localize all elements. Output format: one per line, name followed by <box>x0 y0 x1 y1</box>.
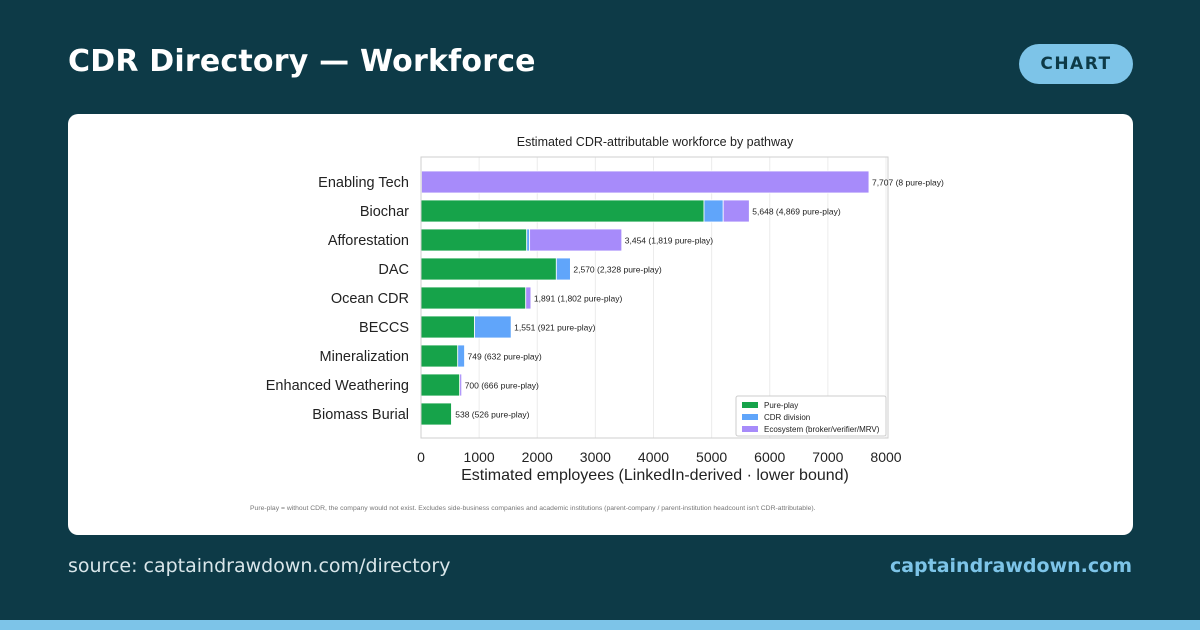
category-label: Afforestation <box>328 233 409 249</box>
category-label: Biomass Burial <box>312 407 409 423</box>
data-label: 1,551 (921 pure-play) <box>514 323 595 333</box>
bar-segment <box>420 286 527 310</box>
data-label: 3,454 (1,819 pure-play) <box>625 236 714 246</box>
data-label: 2,570 (2,328 pure-play) <box>573 265 662 275</box>
bar-segment <box>555 257 571 281</box>
legend-swatch <box>742 414 758 420</box>
data-label: 7,707 (8 pure-play) <box>872 178 944 188</box>
bar-segment <box>420 228 528 252</box>
x-tick-label: 5000 <box>696 449 727 465</box>
bar-segment <box>420 315 475 339</box>
bar-segment <box>457 344 465 368</box>
x-tick-label: 7000 <box>812 449 843 465</box>
category-label: Mineralization <box>320 349 409 365</box>
chart-badge: CHART <box>1019 44 1133 84</box>
bar-segment <box>459 373 463 397</box>
bar-segment <box>529 228 623 252</box>
data-label: 1,891 (1,802 pure-play) <box>534 294 623 304</box>
source-text: source: captaindrawdown.com/directory <box>68 555 451 577</box>
workforce-chart: Estimated CDR-attributable workforce by … <box>250 135 944 512</box>
site-link[interactable]: captaindrawdown.com <box>889 555 1132 577</box>
legend-swatch <box>742 426 758 432</box>
bar-segment <box>421 170 870 194</box>
plot-frame <box>420 156 889 439</box>
x-tick-label: 0 <box>417 449 425 465</box>
bar-segment <box>474 315 512 339</box>
data-labels: 7,707 (8 pure-play) 5,648 (4,869 pure-pla… <box>455 178 944 420</box>
data-label: 5,648 (4,869 pure-play) <box>752 207 841 217</box>
bar-segment <box>420 199 705 223</box>
x-tick-label: 6000 <box>754 449 785 465</box>
bar-segment <box>525 286 532 310</box>
data-label: 700 (666 pure-play) <box>465 381 539 391</box>
category-label: BECCS <box>359 320 409 336</box>
bar-segment <box>420 257 557 281</box>
bar-segment <box>526 228 531 252</box>
legend-entry: Pure-play <box>764 401 798 410</box>
data-label: 538 (526 pure-play) <box>455 410 529 420</box>
page-title: CDR Directory — Workforce <box>68 44 536 79</box>
x-tick-label: 8000 <box>870 449 901 465</box>
bar-segment <box>420 344 459 368</box>
x-tick-label: 2000 <box>522 449 553 465</box>
x-tick-labels: 0 1000 2000 3000 4000 5000 6000 7000 8000 <box>417 449 902 465</box>
x-tick-label: 1000 <box>464 449 495 465</box>
bottom-accent-bar <box>0 620 1200 630</box>
chart-title: Estimated CDR-attributable workforce by … <box>517 135 794 149</box>
category-label: Ocean CDR <box>331 291 409 307</box>
bar-segment <box>451 402 453 426</box>
legend-swatch <box>742 402 758 408</box>
x-axis-label: Estimated employees (LinkedIn-derived · … <box>461 467 849 484</box>
legend-entry: CDR division <box>764 413 810 422</box>
x-tick-label: 4000 <box>638 449 669 465</box>
chart-card: Estimated CDR-attributable workforce by … <box>68 114 1133 535</box>
category-labels: Enabling Tech Biochar Afforestation DAC Ocea… <box>266 175 409 423</box>
bar-segment <box>420 373 461 397</box>
category-label: Enabling Tech <box>318 175 409 191</box>
legend-box <box>735 395 887 437</box>
category-label: Biochar <box>360 204 409 220</box>
bar-segment <box>420 402 452 426</box>
category-label: DAC <box>378 262 409 278</box>
category-label: Enhanced Weathering <box>266 378 409 394</box>
data-label: 749 (632 pure-play) <box>468 352 542 362</box>
x-tick-label: 3000 <box>580 449 611 465</box>
chart-footnote: Pure-play = without CDR, the company wou… <box>250 505 816 512</box>
legend: Pure-play CDR division Ecosystem (broker/v… <box>735 395 887 437</box>
bar-segment <box>722 199 750 223</box>
bar-segment <box>703 199 724 223</box>
legend-entry: Ecosystem (broker/verifier/MRV) <box>764 425 880 434</box>
